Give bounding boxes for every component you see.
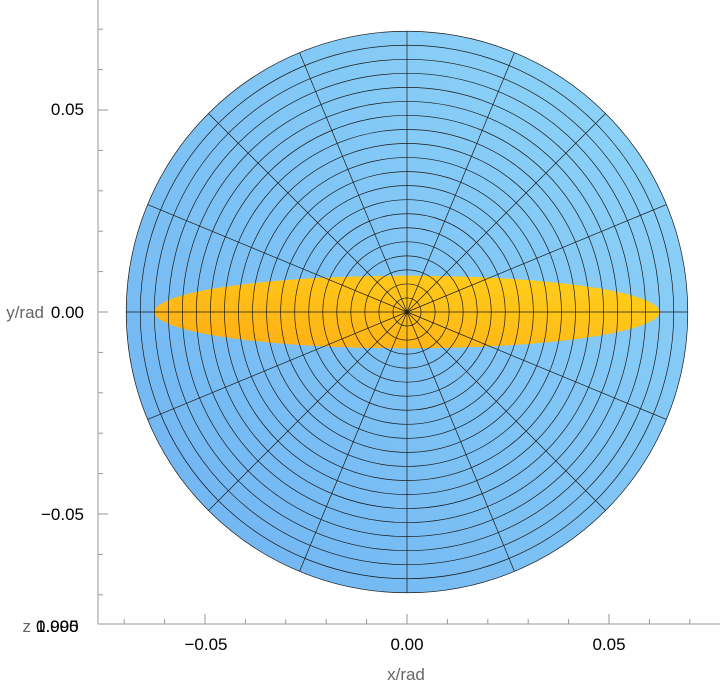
polar-grid-spoke [147, 204, 408, 313]
polar-grid-spoke [406, 311, 606, 511]
polar-grid-spoke [406, 311, 667, 420]
y-tick-label-zero: 0.00 [51, 303, 84, 322]
polar-grid-spoke [299, 311, 408, 572]
polar-grid-spoke [208, 113, 408, 313]
polar-grid-spoke [299, 52, 408, 313]
polar-grid-spoke [406, 311, 515, 572]
y-tick-label-neg: −0.05 [41, 505, 84, 524]
y-axis-label: y/rad [6, 303, 44, 322]
z-tick-label-a: 1.000 [36, 617, 79, 636]
x-axis-label: x/rad [387, 665, 425, 684]
polar-grid [125, 30, 689, 594]
y-tick-label-pos: 0.05 [51, 100, 84, 119]
minor-ticks [98, 28, 691, 624]
polar-grid-spoke [208, 311, 408, 511]
z-axis-label: z [23, 617, 32, 636]
polar-grid-spoke [406, 52, 515, 313]
x-tick-label-neg: −0.05 [184, 635, 227, 654]
x-tick-label-zero: 0.00 [390, 635, 423, 654]
z-tick-label-b: 0.995 [36, 617, 79, 636]
polar-grid-spoke [147, 311, 408, 420]
polar-grid-spoke [406, 204, 667, 313]
polar-grid-spoke [406, 113, 606, 313]
x-tick-label-pos: 0.05 [592, 635, 625, 654]
